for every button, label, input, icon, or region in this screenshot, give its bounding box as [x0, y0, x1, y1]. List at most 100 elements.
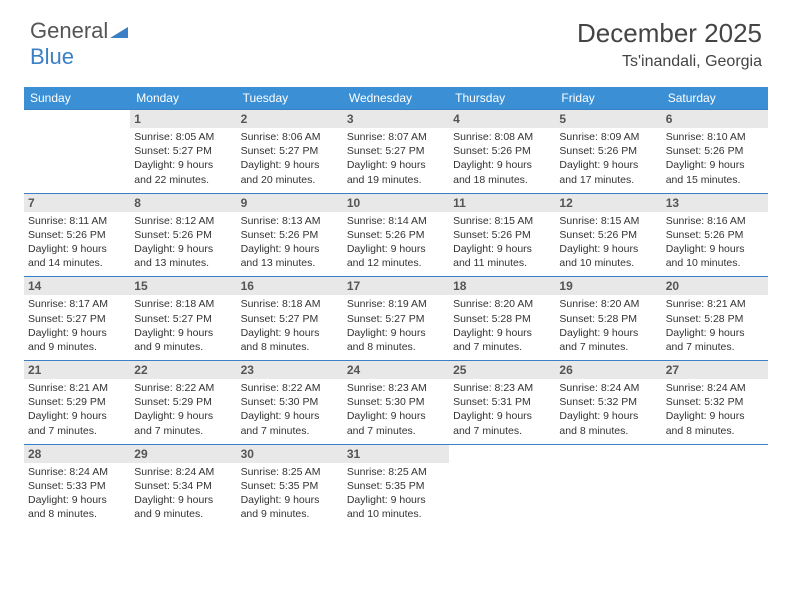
day-info: Sunrise: 8:06 AMSunset: 5:27 PMDaylight:…: [241, 130, 339, 187]
day-cell: 9Sunrise: 8:13 AMSunset: 5:26 PMDaylight…: [237, 193, 343, 277]
day-cell: 12Sunrise: 8:15 AMSunset: 5:26 PMDayligh…: [555, 193, 661, 277]
day-cell: 17 Sunrise: 8:19 AMSunset: 5:27 PMDayligh…: [343, 277, 449, 361]
day-number: 2: [237, 110, 343, 128]
day-info: Sunrise: 8:21 AMSunset: 5:29 PMDaylight:…: [28, 381, 126, 438]
day-cell: 21 Sunrise: 8:21 AMSunset: 5:29 PMDayligh…: [24, 361, 130, 445]
day-info: Sunrise: 8:24 AMSunset: 5:32 PMDaylight:…: [666, 381, 764, 438]
day-cell: 11 Sunrise: 8:15 AMSunset: 5:26 PMDayligh…: [449, 193, 555, 277]
day-cell: [449, 444, 555, 527]
dow-wednesday: Wednesday: [343, 87, 449, 110]
day-info: Sunrise: 8:18 AMSunset: 5:27 PMDaylight:…: [134, 297, 232, 354]
day-cell: 18 Sunrise: 8:20 AMSunset: 5:28 PMDayligh…: [449, 277, 555, 361]
day-info: Sunrise: 8:16 AMSunset: 5:26 PMDaylight:…: [666, 214, 764, 271]
day-of-week-row: Sunday Monday Tuesday Wednesday Thursday…: [24, 87, 768, 110]
day-cell: 14 Sunrise: 8:17 AMSunset: 5:27 PMDayligh…: [24, 277, 130, 361]
day-info: Sunrise: 8:24 AMSunset: 5:32 PMDaylight:…: [559, 381, 657, 438]
day-number: 22: [130, 361, 236, 379]
day-cell: 15 Sunrise: 8:18 AMSunset: 5:27 PMDayligh…: [130, 277, 236, 361]
day-cell: 24 Sunrise: 8:23 AMSunset: 5:30 PMDayligh…: [343, 361, 449, 445]
day-number: 17: [343, 277, 449, 295]
week-row: 1 Sunrise: 8:05 AMSunset: 5:27 PMDaylight…: [24, 110, 768, 194]
day-cell: [555, 444, 661, 527]
day-cell: 2 Sunrise: 8:06 AMSunset: 5:27 PMDaylight…: [237, 110, 343, 194]
day-number: 5: [555, 110, 661, 128]
day-number: 31: [343, 445, 449, 463]
day-number: 23: [237, 361, 343, 379]
day-info: Sunrise: 8:05 AMSunset: 5:27 PMDaylight:…: [134, 130, 232, 187]
day-info: Sunrise: 8:20 AMSunset: 5:28 PMDaylight:…: [453, 297, 551, 354]
day-number: 29: [130, 445, 236, 463]
day-cell: [662, 444, 768, 527]
day-number: 4: [449, 110, 555, 128]
calendar-table: Sunday Monday Tuesday Wednesday Thursday…: [24, 87, 768, 527]
day-number: 8: [130, 194, 236, 212]
day-cell: 27Sunrise: 8:24 AMSunset: 5:32 PMDayligh…: [662, 361, 768, 445]
dow-thursday: Thursday: [449, 87, 555, 110]
day-number: 30: [237, 445, 343, 463]
day-cell: 25Sunrise: 8:23 AMSunset: 5:31 PMDayligh…: [449, 361, 555, 445]
triangle-icon: [110, 18, 128, 44]
day-info: Sunrise: 8:25 AMSunset: 5:35 PMDaylight:…: [241, 465, 339, 522]
logo: General Blue: [30, 18, 128, 70]
day-number: 3: [343, 110, 449, 128]
day-number: 16: [237, 277, 343, 295]
day-cell: 8 Sunrise: 8:12 AMSunset: 5:26 PMDaylight…: [130, 193, 236, 277]
day-info: Sunrise: 8:25 AMSunset: 5:35 PMDaylight:…: [347, 465, 445, 522]
logo-part2: Blue: [30, 44, 74, 69]
day-cell: 1 Sunrise: 8:05 AMSunset: 5:27 PMDaylight…: [130, 110, 236, 194]
month-title: December 2025: [577, 18, 762, 49]
day-cell: 4Sunrise: 8:08 AMSunset: 5:26 PMDaylight…: [449, 110, 555, 194]
dow-tuesday: Tuesday: [237, 87, 343, 110]
week-row: 28Sunrise: 8:24 AMSunset: 5:33 PMDayligh…: [24, 444, 768, 527]
day-number: 28: [24, 445, 130, 463]
day-number: 11: [449, 194, 555, 212]
day-cell: 10 Sunrise: 8:14 AMSunset: 5:26 PMDayligh…: [343, 193, 449, 277]
week-row: 21 Sunrise: 8:21 AMSunset: 5:29 PMDayligh…: [24, 361, 768, 445]
day-cell: 6 Sunrise: 8:10 AMSunset: 5:26 PMDaylight…: [662, 110, 768, 194]
location: Ts'inandali, Georgia: [577, 53, 762, 71]
dow-saturday: Saturday: [662, 87, 768, 110]
day-number: 19: [555, 277, 661, 295]
day-info: Sunrise: 8:12 AMSunset: 5:26 PMDaylight:…: [134, 214, 232, 271]
day-info: Sunrise: 8:17 AMSunset: 5:27 PMDaylight:…: [28, 297, 126, 354]
logo-part1: General: [30, 18, 108, 43]
day-number: 24: [343, 361, 449, 379]
day-info: Sunrise: 8:23 AMSunset: 5:31 PMDaylight:…: [453, 381, 551, 438]
day-info: Sunrise: 8:10 AMSunset: 5:26 PMDaylight:…: [666, 130, 764, 187]
day-cell: [24, 110, 130, 194]
day-info: Sunrise: 8:09 AMSunset: 5:26 PMDaylight:…: [559, 130, 657, 187]
day-info: Sunrise: 8:07 AMSunset: 5:27 PMDaylight:…: [347, 130, 445, 187]
day-info: Sunrise: 8:20 AMSunset: 5:28 PMDaylight:…: [559, 297, 657, 354]
dow-monday: Monday: [130, 87, 236, 110]
day-number: 14: [24, 277, 130, 295]
day-info: Sunrise: 8:15 AMSunset: 5:26 PMDaylight:…: [453, 214, 551, 271]
day-info: Sunrise: 8:24 AMSunset: 5:34 PMDaylight:…: [134, 465, 232, 522]
header: General Blue December 2025 Ts'inandali, …: [0, 0, 792, 79]
day-cell: 29 Sunrise: 8:24 AMSunset: 5:34 PMDayligh…: [130, 444, 236, 527]
day-number: 6: [662, 110, 768, 128]
day-cell: 13Sunrise: 8:16 AMSunset: 5:26 PMDayligh…: [662, 193, 768, 277]
day-number: 20: [662, 277, 768, 295]
day-number: 10: [343, 194, 449, 212]
day-info: Sunrise: 8:23 AMSunset: 5:30 PMDaylight:…: [347, 381, 445, 438]
day-info: Sunrise: 8:22 AMSunset: 5:29 PMDaylight:…: [134, 381, 232, 438]
day-number: 9: [237, 194, 343, 212]
day-number: 21: [24, 361, 130, 379]
day-cell: 3 Sunrise: 8:07 AMSunset: 5:27 PMDaylight…: [343, 110, 449, 194]
day-info: Sunrise: 8:14 AMSunset: 5:26 PMDaylight:…: [347, 214, 445, 271]
day-number: 1: [130, 110, 236, 128]
day-number: 18: [449, 277, 555, 295]
day-cell: 23Sunrise: 8:22 AMSunset: 5:30 PMDayligh…: [237, 361, 343, 445]
day-cell: 16Sunrise: 8:18 AMSunset: 5:27 PMDayligh…: [237, 277, 343, 361]
day-info: Sunrise: 8:15 AMSunset: 5:26 PMDaylight:…: [559, 214, 657, 271]
week-row: 14 Sunrise: 8:17 AMSunset: 5:27 PMDayligh…: [24, 277, 768, 361]
day-cell: 28Sunrise: 8:24 AMSunset: 5:33 PMDayligh…: [24, 444, 130, 527]
day-cell: 26 Sunrise: 8:24 AMSunset: 5:32 PMDayligh…: [555, 361, 661, 445]
week-row: 7Sunrise: 8:11 AMSunset: 5:26 PMDaylight…: [24, 193, 768, 277]
day-number: 15: [130, 277, 236, 295]
day-cell: 7Sunrise: 8:11 AMSunset: 5:26 PMDaylight…: [24, 193, 130, 277]
dow-friday: Friday: [555, 87, 661, 110]
day-cell: 5 Sunrise: 8:09 AMSunset: 5:26 PMDaylight…: [555, 110, 661, 194]
day-info: Sunrise: 8:19 AMSunset: 5:27 PMDaylight:…: [347, 297, 445, 354]
day-number: 26: [555, 361, 661, 379]
